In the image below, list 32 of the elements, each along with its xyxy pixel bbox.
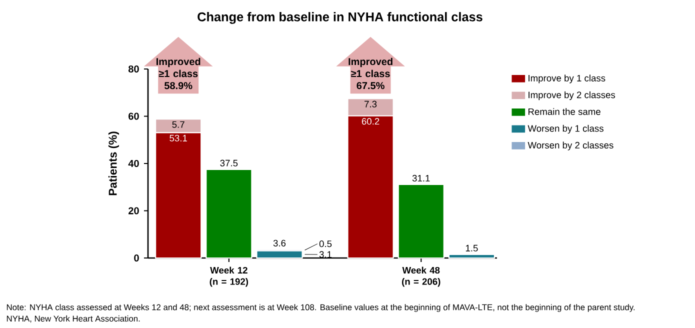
data-label: 31.1 bbox=[412, 174, 430, 182]
data-label: 7.3 bbox=[364, 100, 377, 108]
y-tick-label: 60 bbox=[128, 112, 139, 120]
total-label: 3.6 bbox=[273, 240, 286, 246]
data-label: 3.1 bbox=[319, 251, 332, 258]
y-tick-label: 40 bbox=[128, 160, 139, 168]
legend-label: Improve by 2 classes bbox=[528, 91, 616, 100]
bar bbox=[206, 168, 252, 259]
data-label: 53.1 bbox=[170, 134, 187, 142]
y-tick-label: 20 bbox=[128, 207, 139, 214]
y-tick-label: 80 bbox=[128, 65, 139, 73]
data-label: 0.5 bbox=[319, 240, 332, 248]
legend-label: Improve by 1 class bbox=[528, 74, 606, 84]
data-label: 1.5 bbox=[466, 244, 478, 252]
legend-label: Worsen by 1 class bbox=[528, 124, 604, 134]
data-label: 60.2 bbox=[362, 118, 380, 125]
data-label: 37.5 bbox=[220, 160, 238, 166]
legend-label: Remain the same bbox=[528, 108, 600, 115]
chart-title: Change from baseline in NYHA functional class bbox=[198, 12, 482, 24]
x-tick-label: Week 48 (n = 206) bbox=[402, 266, 440, 287]
bar bbox=[398, 184, 444, 259]
annotation: Improved ≥1 class 58.9% bbox=[156, 58, 200, 90]
bar bbox=[256, 250, 303, 259]
text: Note: NYHA class assessed at Weeks 12 and 48; next assessment is at Week 108. Baseline values at the beginning of MAVA-LTE, not the beginning of the parent study. bbox=[6, 304, 635, 312]
y-axis-title: Patients (%) bbox=[108, 132, 120, 196]
bar bbox=[448, 254, 495, 259]
x-tick-label: Week 12 (n = 192) bbox=[210, 266, 248, 287]
annotation: Improved ≥1 class 67.5% bbox=[348, 58, 392, 90]
data-label: 5.7 bbox=[172, 121, 184, 128]
legend-label: Worsen by 2 classes bbox=[528, 142, 614, 150]
text: NYHA, New York Heart Association. bbox=[6, 315, 140, 323]
y-tick-label: 0 bbox=[134, 254, 139, 262]
